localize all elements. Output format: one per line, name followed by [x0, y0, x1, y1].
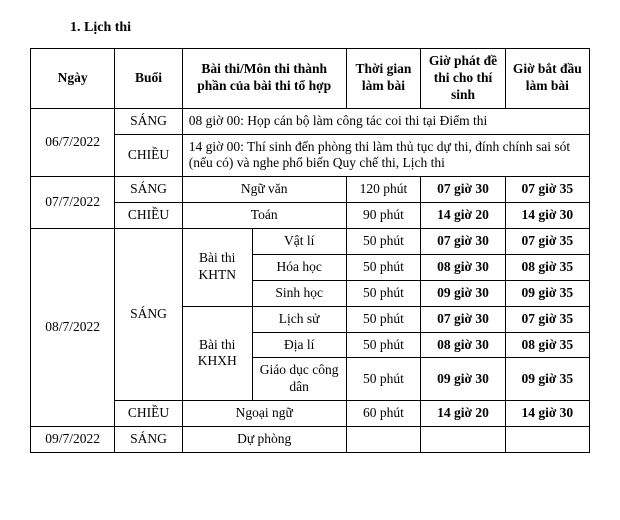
cell-subject: Hóa học	[252, 254, 346, 280]
table-row: 08/7/2022 SÁNG Bài thi KHTN Vật lí 50 ph…	[31, 229, 590, 255]
table-header-row: Ngày Buổi Bài thi/Môn thi thành phần của…	[31, 49, 590, 109]
page-title: 1. Lịch thi	[70, 20, 590, 36]
col-giobat: Giờ bắt đầu làm bài	[505, 49, 589, 109]
cell-subject: Vật lí	[252, 229, 346, 255]
cell-start-time: 14 giờ 30	[505, 203, 589, 229]
cell-subject: Sinh học	[252, 280, 346, 306]
cell-duration: 60 phút	[346, 401, 421, 427]
cell-start-time: 07 giờ 35	[505, 306, 589, 332]
cell-distribute-time: 07 giờ 30	[421, 177, 505, 203]
cell-distribute-time: 07 giờ 30	[421, 306, 505, 332]
cell-distribute-time: 09 giờ 30	[421, 358, 505, 401]
cell-distribute-time	[421, 427, 505, 453]
cell-session: SÁNG	[115, 427, 182, 453]
cell-start-time: 09 giờ 35	[505, 358, 589, 401]
cell-start-time	[505, 427, 589, 453]
cell-duration: 50 phút	[346, 306, 421, 332]
cell-subject: Giáo dục công dân	[252, 358, 346, 401]
cell-date: 07/7/2022	[31, 177, 115, 229]
cell-duration: 50 phút	[346, 280, 421, 306]
table-row: CHIỀU Ngoại ngữ 60 phút 14 giờ 20 14 giờ…	[31, 401, 590, 427]
cell-distribute-time: 14 giờ 20	[421, 401, 505, 427]
cell-exam-group: Bài thi KHTN	[182, 229, 252, 307]
cell-duration	[346, 427, 421, 453]
cell-subject: Lịch sử	[252, 306, 346, 332]
cell-distribute-time: 07 giờ 30	[421, 229, 505, 255]
table-row: 09/7/2022 SÁNG Dự phòng	[31, 427, 590, 453]
col-buoi: Buổi	[115, 49, 182, 109]
cell-start-time: 07 giờ 35	[505, 177, 589, 203]
col-thoigian: Thời gian làm bài	[346, 49, 421, 109]
cell-date: 06/7/2022	[31, 108, 115, 177]
cell-subject: Dự phòng	[182, 427, 346, 453]
table-row: 07/7/2022 SÁNG Ngữ văn 120 phút 07 giờ 3…	[31, 177, 590, 203]
cell-subject: Toán	[182, 203, 346, 229]
table-row: 06/7/2022 SÁNG 08 giờ 00: Họp cán bộ làm…	[31, 108, 590, 134]
cell-duration: 50 phút	[346, 332, 421, 358]
cell-session: CHIỀU	[115, 134, 182, 177]
cell-duration: 50 phút	[346, 229, 421, 255]
cell-duration: 90 phút	[346, 203, 421, 229]
table-row: CHIỀU 14 giờ 00: Thí sinh đến phòng thi …	[31, 134, 590, 177]
cell-start-time: 08 giờ 35	[505, 254, 589, 280]
cell-date: 08/7/2022	[31, 229, 115, 427]
cell-start-time: 09 giờ 35	[505, 280, 589, 306]
cell-note: 08 giờ 00: Họp cán bộ làm công tác coi t…	[182, 108, 589, 134]
cell-duration: 120 phút	[346, 177, 421, 203]
cell-subject: Địa lí	[252, 332, 346, 358]
cell-distribute-time: 14 giờ 20	[421, 203, 505, 229]
cell-subject: Ngoại ngữ	[182, 401, 346, 427]
exam-schedule-table: Ngày Buổi Bài thi/Môn thi thành phần của…	[30, 48, 590, 453]
col-ngay: Ngày	[31, 49, 115, 109]
table-row: CHIỀU Toán 90 phút 14 giờ 20 14 giờ 30	[31, 203, 590, 229]
cell-start-time: 14 giờ 30	[505, 401, 589, 427]
cell-session: CHIỀU	[115, 203, 182, 229]
cell-distribute-time: 09 giờ 30	[421, 280, 505, 306]
cell-distribute-time: 08 giờ 30	[421, 254, 505, 280]
cell-subject: Ngữ văn	[182, 177, 346, 203]
cell-start-time: 07 giờ 35	[505, 229, 589, 255]
cell-note: 14 giờ 00: Thí sinh đến phòng thi làm th…	[182, 134, 589, 177]
col-bai-mon: Bài thi/Môn thi thành phần của bài thi t…	[182, 49, 346, 109]
cell-session: SÁNG	[115, 177, 182, 203]
cell-session: SÁNG	[115, 108, 182, 134]
cell-duration: 50 phút	[346, 254, 421, 280]
cell-exam-group: Bài thi KHXH	[182, 306, 252, 401]
cell-start-time: 08 giờ 35	[505, 332, 589, 358]
cell-session: CHIỀU	[115, 401, 182, 427]
cell-distribute-time: 08 giờ 30	[421, 332, 505, 358]
cell-session: SÁNG	[115, 229, 182, 401]
cell-duration: 50 phút	[346, 358, 421, 401]
col-giophat: Giờ phát đề thi cho thí sinh	[421, 49, 505, 109]
cell-date: 09/7/2022	[31, 427, 115, 453]
